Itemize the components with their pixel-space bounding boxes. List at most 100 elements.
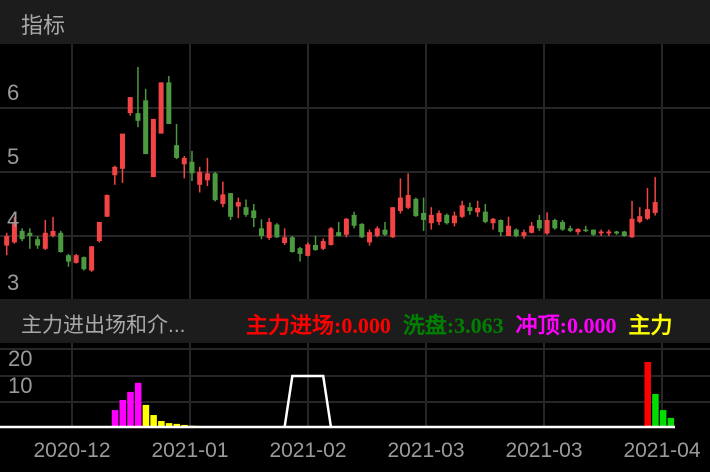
candle bbox=[644, 188, 650, 220]
candle bbox=[127, 97, 133, 116]
candle bbox=[475, 200, 481, 217]
candle-body bbox=[65, 255, 71, 262]
candle-body bbox=[614, 231, 620, 234]
candle-body bbox=[475, 207, 481, 213]
candle-body bbox=[552, 220, 558, 229]
candle bbox=[544, 212, 550, 235]
candle bbox=[397, 178, 403, 214]
indicator-label-10: 10 bbox=[8, 373, 32, 398]
indicator-bar bbox=[652, 393, 659, 427]
candle-body bbox=[529, 225, 535, 233]
candle bbox=[637, 207, 643, 224]
indicator-header: 指标 bbox=[0, 0, 710, 44]
candle bbox=[235, 197, 241, 219]
candle bbox=[166, 76, 172, 124]
candle bbox=[320, 238, 326, 251]
candle bbox=[228, 193, 234, 220]
candle-body bbox=[606, 231, 612, 234]
candle bbox=[382, 221, 388, 236]
indicator-value: 冲顶:0.000 bbox=[515, 313, 617, 338]
candle-body bbox=[266, 221, 272, 238]
candle-body bbox=[313, 244, 318, 251]
candle-body bbox=[297, 248, 303, 254]
candle-body bbox=[498, 220, 504, 233]
candle-body bbox=[382, 229, 388, 235]
indicator-bar bbox=[644, 362, 651, 427]
candle bbox=[560, 220, 566, 231]
candle bbox=[621, 230, 627, 237]
candle bbox=[351, 211, 357, 229]
candle-body bbox=[328, 228, 334, 245]
candle-body bbox=[629, 218, 635, 238]
grid-lines bbox=[0, 44, 710, 428]
candle bbox=[444, 213, 450, 225]
indicator-legend[interactable]: 主力进出场和介... 主力进场:0.000 洗盘:3.063 冲顶:0.000 主力 bbox=[0, 299, 710, 343]
indicator-value: 洗盘:3.063 bbox=[402, 313, 504, 338]
candlestick-series bbox=[4, 67, 658, 272]
candle-body bbox=[560, 221, 566, 230]
candle-body bbox=[289, 237, 295, 252]
candle-body bbox=[336, 232, 342, 236]
indicator-bar bbox=[119, 399, 126, 427]
candle-body bbox=[27, 232, 33, 236]
candle-body bbox=[482, 211, 488, 222]
candle-body bbox=[251, 210, 257, 219]
candle bbox=[266, 218, 272, 240]
candle bbox=[652, 177, 658, 216]
candle-body bbox=[637, 216, 643, 222]
candle bbox=[212, 172, 218, 202]
candle-body bbox=[506, 225, 511, 236]
candle-body bbox=[135, 113, 141, 121]
candle-body bbox=[189, 161, 195, 174]
candle-body bbox=[367, 232, 373, 243]
candle bbox=[220, 181, 226, 208]
candle bbox=[575, 228, 581, 235]
indicator-bar bbox=[158, 421, 165, 427]
indicator-bar bbox=[142, 404, 150, 427]
candle-body bbox=[390, 207, 396, 238]
candle-body bbox=[81, 257, 87, 270]
candle-body bbox=[274, 224, 280, 238]
candle-body bbox=[212, 173, 218, 201]
date-label: 2021-04 bbox=[623, 439, 700, 462]
candle-body bbox=[583, 229, 589, 232]
candle bbox=[204, 157, 210, 187]
candle bbox=[359, 223, 365, 238]
candle-body bbox=[567, 228, 573, 231]
candle bbox=[19, 228, 25, 242]
candle-body bbox=[150, 118, 156, 178]
indicator-series bbox=[0, 362, 675, 429]
candle bbox=[583, 225, 589, 233]
candle-body bbox=[89, 246, 95, 271]
candle-body bbox=[220, 194, 226, 204]
candle-body bbox=[343, 218, 349, 235]
candle bbox=[282, 228, 288, 245]
price-label-3: 3 bbox=[7, 270, 19, 295]
indicator-name[interactable]: 主力进出场和介... bbox=[21, 314, 186, 337]
candle bbox=[405, 173, 411, 210]
candle-body bbox=[120, 133, 125, 169]
candle bbox=[506, 216, 511, 236]
candle-body bbox=[621, 231, 627, 236]
candle-body bbox=[143, 100, 149, 155]
candle-body bbox=[421, 212, 427, 220]
candle-body bbox=[4, 236, 10, 246]
candle-body bbox=[50, 230, 56, 236]
candle-body bbox=[405, 195, 411, 208]
candle-body bbox=[104, 195, 110, 217]
candle bbox=[436, 210, 442, 226]
candle-body bbox=[521, 232, 527, 236]
candle bbox=[120, 133, 125, 183]
candle bbox=[590, 229, 596, 236]
candle bbox=[112, 165, 118, 185]
candle bbox=[135, 67, 141, 128]
candle-body bbox=[305, 244, 311, 256]
candle bbox=[89, 246, 95, 272]
candle-body bbox=[459, 205, 465, 217]
candle-body bbox=[174, 145, 180, 158]
header-title: 指标 bbox=[21, 13, 66, 38]
price-label-5: 5 bbox=[7, 144, 19, 169]
candle-body bbox=[96, 221, 102, 242]
candle bbox=[336, 221, 342, 237]
